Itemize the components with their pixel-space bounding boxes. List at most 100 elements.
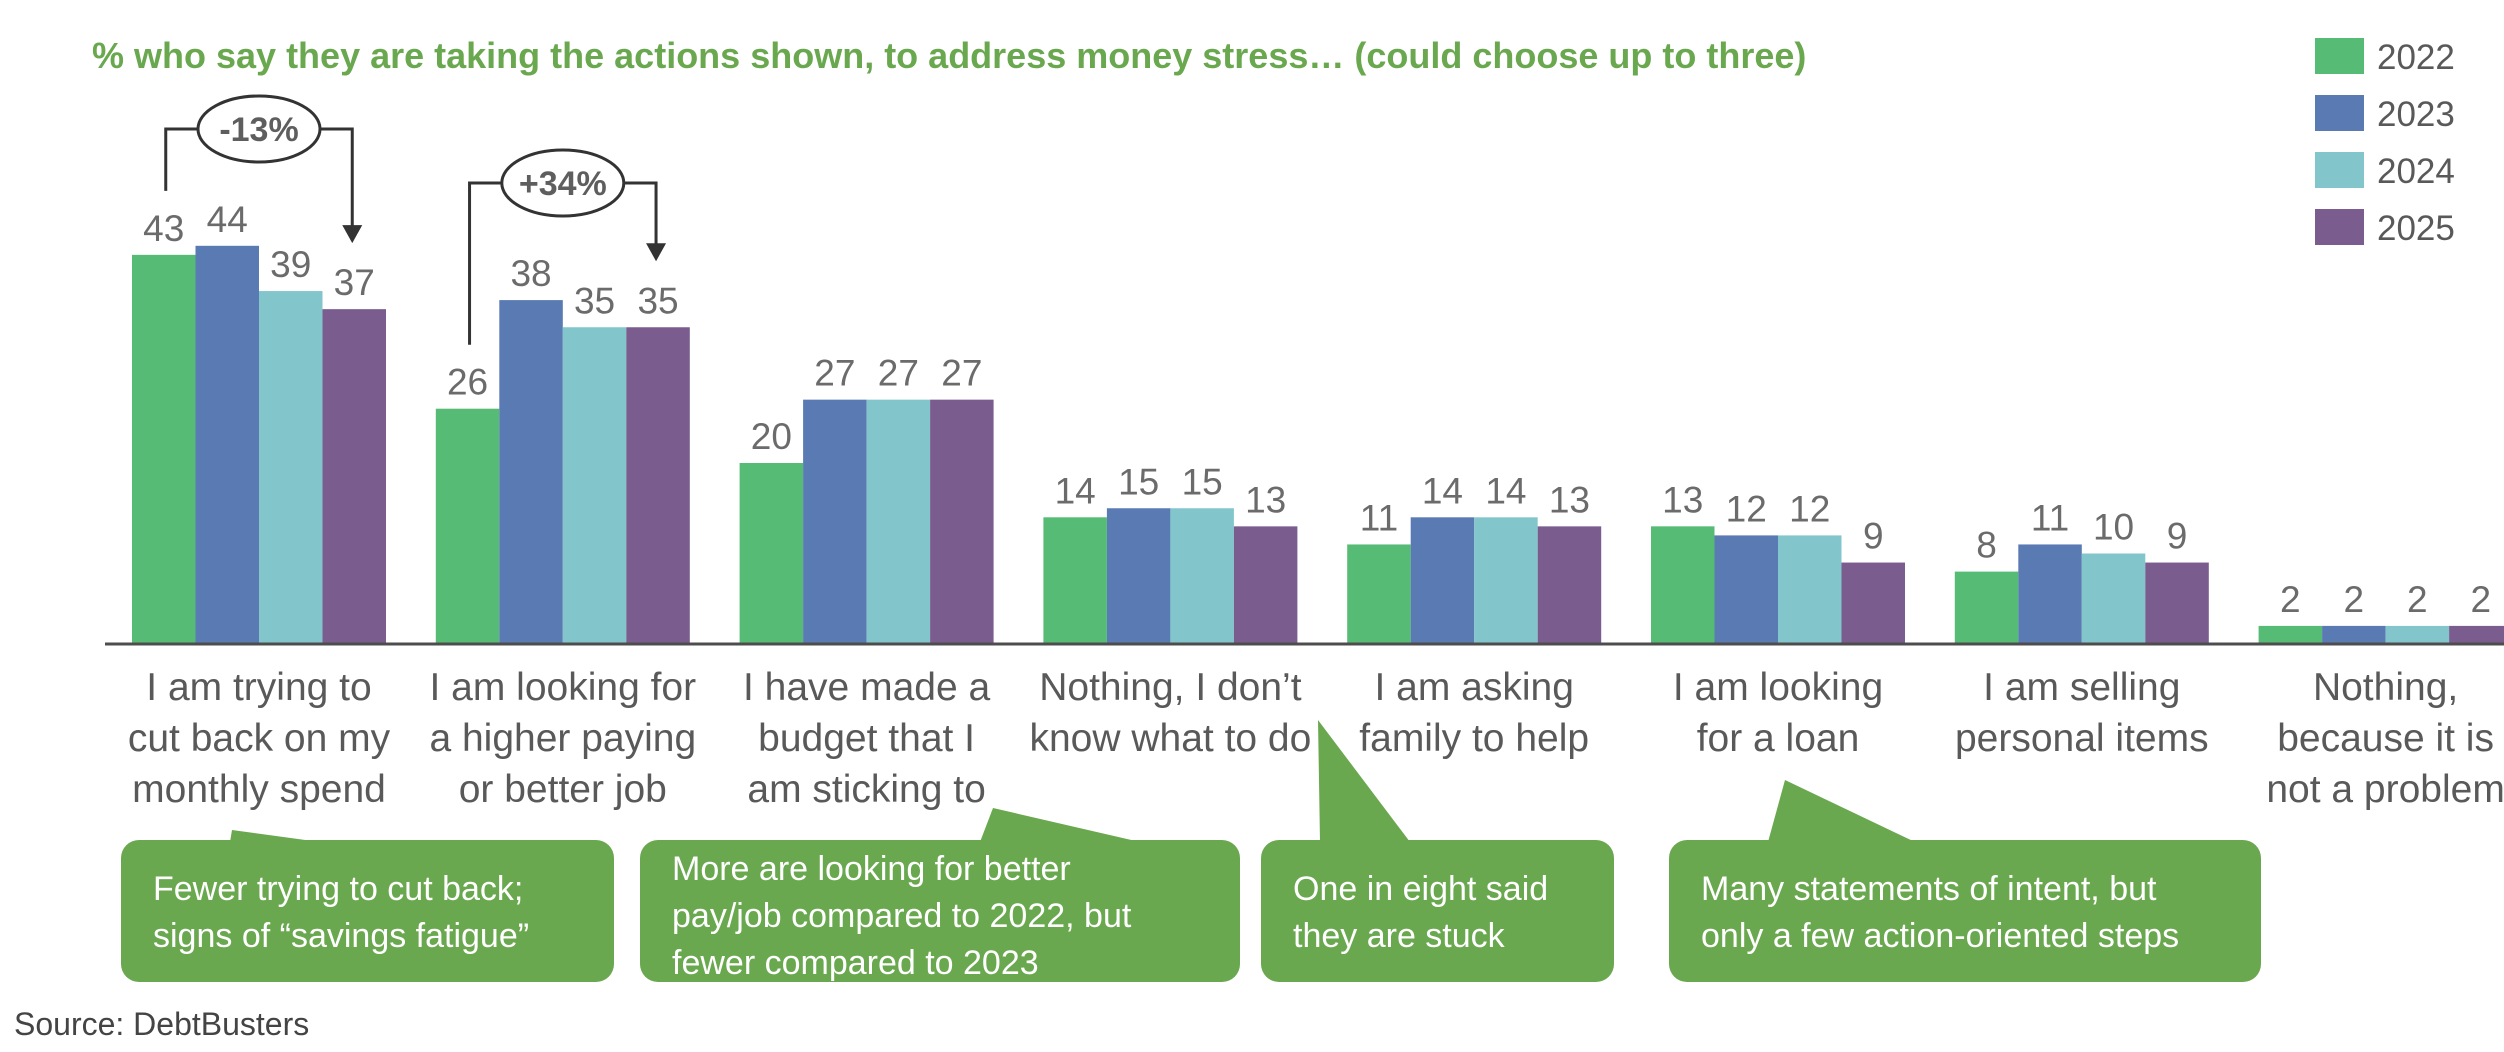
value-label-2023-cat3: 27	[814, 353, 855, 394]
bar-2024-cat4	[1170, 508, 1234, 644]
value-label-2022-cat1: 43	[143, 208, 184, 249]
value-label-2022-cat5: 11	[1360, 497, 1398, 538]
value-label-2024-cat6: 12	[1789, 488, 1830, 529]
value-label-2025-cat2: 35	[637, 280, 678, 321]
legend-label-2025: 2025	[2377, 209, 2455, 248]
bar-2023-cat8	[2322, 625, 2386, 644]
bar-2023-cat4	[1106, 508, 1171, 644]
bar-2023-cat7	[2018, 544, 2082, 644]
value-label-2024-cat2: 35	[574, 280, 615, 321]
value-label-2022-cat6: 13	[1662, 479, 1703, 520]
bar-2023-cat5	[1410, 517, 1475, 644]
bar-2023-cat2	[499, 300, 563, 644]
callout-text-3: One in eight said they are stuck	[1293, 870, 1548, 955]
value-label-2024-cat4: 15	[1182, 461, 1223, 502]
value-labels-layer: 43 26 20 14 11 13 8 2 44 38 27 15 14 12 11 2 39 35 27 15 14 1…	[143, 199, 2491, 620]
bar-2022-cat2	[435, 408, 500, 644]
callout-text-2: More are looking for better pay/job compa…	[672, 850, 1132, 982]
value-label-2023-cat4: 15	[1118, 461, 1159, 502]
bar-2024-cat5	[1474, 517, 1538, 644]
category-label-5: I am asking family to help	[1359, 666, 1589, 760]
bar-2022-cat3	[739, 463, 804, 644]
legend-swatch-2022	[2315, 38, 2364, 74]
callout-text-1: Fewer trying to cut back; signs of “savin…	[153, 870, 529, 955]
bar-2023-cat1	[195, 245, 259, 645]
value-label-2025-cat5: 13	[1549, 479, 1590, 520]
callout-text-4: Many statements of intent, but only a few…	[1701, 870, 2179, 955]
callout-3: One in eight said they are stuck	[1261, 720, 1614, 982]
bar-2024-cat3	[866, 399, 931, 644]
bar-2022-cat7	[1954, 571, 2019, 644]
value-label-2022-cat4: 14	[1055, 470, 1096, 511]
value-label-2023-cat2: 38	[510, 253, 551, 294]
category-label-4: Nothing, I don’t know what to do	[1029, 666, 1311, 760]
value-label-2023-cat6: 12	[1726, 488, 1767, 529]
change-annotation-1: -13%	[164, 94, 363, 244]
legend: 2022 2023 2024 2025	[2315, 38, 2455, 248]
legend-label-2024: 2024	[2377, 152, 2455, 191]
value-label-2023-cat1: 44	[207, 199, 248, 240]
value-label-2023-cat7: 11	[2031, 497, 2069, 538]
bar-2025-cat4	[1233, 526, 1298, 644]
value-label-2023-cat5: 14	[1422, 470, 1463, 511]
value-label-2025-cat7: 9	[2167, 516, 2188, 557]
legend-swatch-2025	[2315, 209, 2364, 245]
value-label-2022-cat2: 26	[447, 362, 488, 403]
legend-label-2022: 2022	[2377, 38, 2455, 77]
bar-2022-cat5	[1347, 544, 1411, 644]
value-label-2022-cat8: 2	[2280, 579, 2301, 620]
value-label-2023-cat8: 2	[2344, 579, 2365, 620]
source-note: Source: DebtBusters	[14, 1006, 309, 1042]
bar-2025-cat2	[626, 327, 690, 644]
value-label-2024-cat5: 14	[1485, 470, 1526, 511]
legend-swatch-2024	[2315, 152, 2364, 188]
callout-2: More are looking for better pay/job compa…	[640, 808, 1240, 982]
callouts-layer: Fewer trying to cut back; signs of “savin…	[121, 720, 2261, 982]
change-annotation-label-1: -13%	[219, 111, 298, 149]
bar-2025-cat1	[322, 309, 386, 644]
bar-2023-cat3	[803, 399, 867, 644]
legend-swatch-2023	[2315, 95, 2364, 131]
bar-2025-cat7	[2145, 562, 2209, 644]
category-labels-layer: I am trying to cut back on my monthly spen…	[128, 666, 2504, 811]
category-label-1: I am trying to cut back on my monthly spen…	[128, 666, 391, 811]
bar-2024-cat2	[562, 327, 627, 644]
value-label-2024-cat3: 27	[878, 353, 919, 394]
change-annotations-layer: -13% +34%	[164, 94, 667, 345]
bar-2023-cat6	[1714, 535, 1778, 644]
bar-2022-cat4	[1043, 517, 1107, 644]
value-label-2025-cat6: 9	[1863, 516, 1884, 557]
value-label-2024-cat1: 39	[270, 244, 311, 285]
category-label-6: I am looking for a loan	[1673, 666, 1883, 760]
callout-1: Fewer trying to cut back; signs of “savin…	[121, 830, 614, 982]
callout-4: Many statements of intent, but only a few…	[1669, 780, 2261, 982]
value-label-2024-cat7: 10	[2093, 507, 2134, 548]
bar-2025-cat5	[1537, 526, 1602, 644]
value-label-2025-cat1: 37	[334, 262, 375, 303]
category-label-2: I am looking for a higher paying or better…	[429, 666, 696, 811]
bar-2022-cat6	[1651, 526, 1715, 644]
value-label-2024-cat8: 2	[2407, 579, 2428, 620]
bar-2022-cat8	[2258, 625, 2323, 644]
value-label-2025-cat4: 13	[1245, 479, 1286, 520]
bar-2025-cat3	[930, 399, 994, 644]
value-label-2025-cat3: 27	[941, 353, 982, 394]
value-label-2022-cat3: 20	[751, 416, 792, 457]
bar-2024-cat6	[1778, 535, 1842, 644]
value-label-2025-cat8: 2	[2471, 579, 2492, 620]
bar-2024-cat7	[2081, 553, 2146, 644]
bar-2025-cat6	[1841, 562, 1905, 644]
category-label-7: I am selling personal items	[1955, 666, 2209, 760]
value-label-2022-cat7: 8	[1976, 525, 1997, 566]
bar-2022-cat1	[132, 254, 196, 644]
change-annotation-label-2: +34%	[519, 165, 607, 203]
legend-label-2023: 2023	[2377, 95, 2455, 134]
category-label-8: Nothing, because it is not a problem	[2266, 666, 2504, 811]
bars-layer	[132, 245, 2504, 645]
chart-title: % who say they are taking the actions sh…	[92, 35, 1806, 76]
bar-2024-cat8	[2385, 625, 2450, 644]
bar-2025-cat8	[2449, 625, 2504, 644]
change-annotation-2: +34%	[468, 148, 667, 345]
